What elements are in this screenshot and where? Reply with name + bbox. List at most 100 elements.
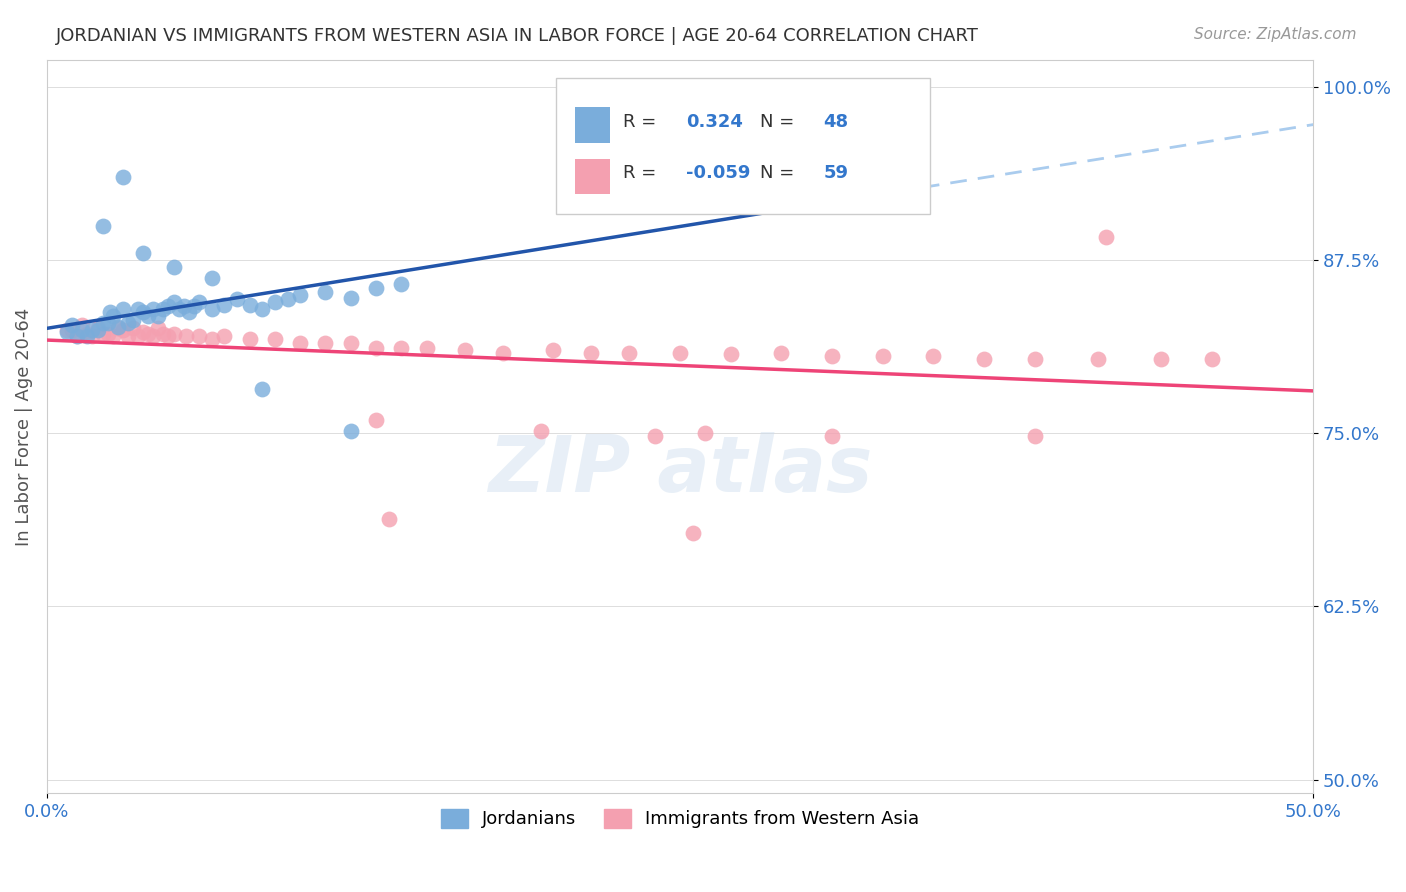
Point <box>101 329 124 343</box>
Point <box>200 332 222 346</box>
Text: -0.059: -0.059 <box>686 164 751 182</box>
Point <box>132 246 155 260</box>
Point <box>136 309 159 323</box>
Point <box>340 336 363 351</box>
Point <box>98 304 121 318</box>
Point <box>97 316 120 330</box>
Point <box>366 412 388 426</box>
Point <box>187 329 209 343</box>
Point <box>200 271 222 285</box>
Text: 59: 59 <box>823 164 848 182</box>
Point <box>391 341 413 355</box>
Text: R =: R = <box>623 164 662 182</box>
Point <box>340 291 363 305</box>
Point <box>288 288 311 302</box>
Point <box>142 301 165 316</box>
Point <box>56 326 79 340</box>
Point <box>152 301 174 316</box>
Point <box>174 329 197 343</box>
Point <box>391 277 413 291</box>
Point <box>821 349 844 363</box>
Point <box>682 526 704 541</box>
Point <box>117 329 139 343</box>
Point <box>72 322 94 336</box>
Point <box>167 301 190 316</box>
Point <box>619 346 641 360</box>
Point <box>111 301 134 316</box>
Point <box>162 326 184 341</box>
Point <box>378 512 401 526</box>
Point <box>720 347 742 361</box>
Point <box>66 329 89 343</box>
Point <box>200 301 222 316</box>
Bar <box>575 107 610 143</box>
FancyBboxPatch shape <box>555 78 929 214</box>
Point <box>315 285 337 300</box>
Point <box>1024 351 1046 366</box>
Point <box>770 346 793 360</box>
Point <box>101 309 124 323</box>
Point <box>492 346 515 360</box>
Text: Source: ZipAtlas.com: Source: ZipAtlas.com <box>1194 27 1357 42</box>
Point <box>162 294 184 309</box>
Text: JORDANIAN VS IMMIGRANTS FROM WESTERN ASIA IN LABOR FORCE | AGE 20-64 CORRELATION: JORDANIAN VS IMMIGRANTS FROM WESTERN ASI… <box>56 27 979 45</box>
Point <box>225 292 247 306</box>
Point <box>82 329 104 343</box>
Point <box>91 316 114 330</box>
Point <box>1201 351 1223 366</box>
Text: 48: 48 <box>823 113 848 131</box>
Point <box>152 326 174 341</box>
Point <box>136 326 159 341</box>
Point <box>86 322 108 336</box>
Point <box>60 322 83 336</box>
Point <box>212 329 235 343</box>
Bar <box>575 159 610 194</box>
Point <box>238 332 260 346</box>
Point <box>76 329 98 343</box>
Text: R =: R = <box>623 113 662 131</box>
Point <box>315 336 337 351</box>
Point <box>1024 429 1046 443</box>
Point <box>1150 351 1173 366</box>
Point <box>127 329 149 343</box>
Point <box>111 322 134 336</box>
Point <box>263 332 285 346</box>
Point <box>177 304 200 318</box>
Point <box>250 382 273 396</box>
Point <box>263 294 285 309</box>
Point <box>288 336 311 351</box>
Text: N =: N = <box>759 164 800 182</box>
Point <box>212 298 235 312</box>
Point <box>821 429 844 443</box>
Point <box>157 329 180 343</box>
Point <box>922 349 945 363</box>
Point <box>66 329 89 343</box>
Point <box>91 219 114 233</box>
Point <box>543 343 565 358</box>
Point <box>122 313 145 327</box>
Text: 0.324: 0.324 <box>686 113 744 131</box>
Point <box>173 299 195 313</box>
Point <box>695 426 717 441</box>
Point <box>127 301 149 316</box>
Point <box>366 281 388 295</box>
Point <box>1094 229 1116 244</box>
Point <box>132 326 155 340</box>
Point <box>162 260 184 275</box>
Point <box>183 299 205 313</box>
Point <box>416 341 439 355</box>
Legend: Jordanians, Immigrants from Western Asia: Jordanians, Immigrants from Western Asia <box>433 802 927 836</box>
Point <box>86 321 108 335</box>
Point <box>250 301 273 316</box>
Point <box>111 170 134 185</box>
Point <box>122 321 145 335</box>
Point <box>148 309 170 323</box>
Point <box>910 101 932 115</box>
Point <box>91 326 114 341</box>
Point <box>157 299 180 313</box>
Point <box>973 351 995 366</box>
Point <box>669 346 692 360</box>
Point <box>644 429 666 443</box>
Point <box>1087 351 1109 366</box>
Point <box>107 321 129 335</box>
